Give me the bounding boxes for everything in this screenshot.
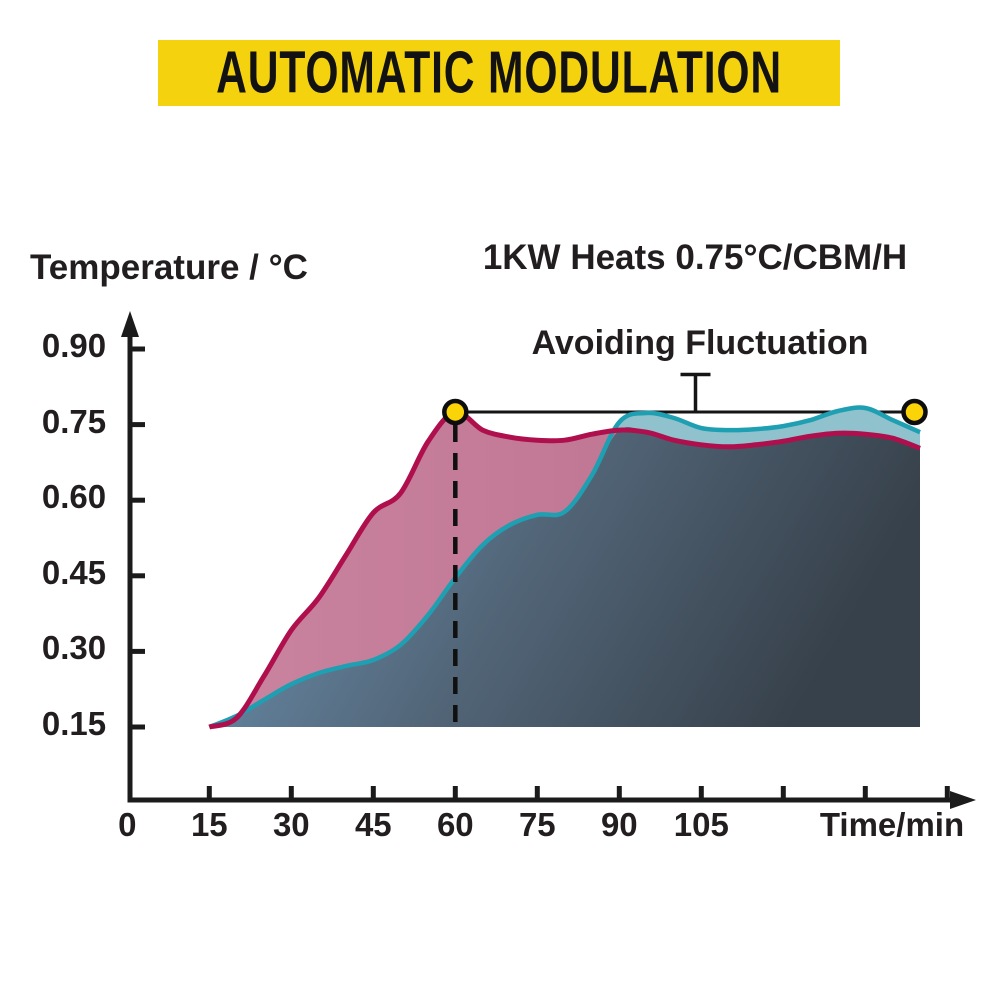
y-tick-label: 0.30 <box>41 629 107 667</box>
header-banner: AUTOMATIC MODULATION <box>158 40 840 106</box>
x-axis-arrow <box>950 791 976 809</box>
chart-title: 1KW Heats 0.75°C/CBM/H <box>482 238 908 277</box>
x-tick-label: 15 <box>190 806 228 843</box>
x-tick-label: 105 <box>673 806 729 843</box>
y-axis-title: Temperature / °C <box>30 248 308 287</box>
marker-dot <box>442 398 469 426</box>
x-tick-label: 60 <box>436 806 474 843</box>
y-tick-label: 0.60 <box>41 478 107 516</box>
x-tick-label: 45 <box>354 806 392 843</box>
modulated-curve <box>208 405 921 730</box>
x-axis-title: Time/min <box>819 806 965 843</box>
y-tick-label: 0.45 <box>41 553 107 591</box>
banner-title: AUTOMATIC MODULATION <box>216 39 782 107</box>
overlap-area-fill <box>209 427 921 727</box>
y-axis-arrow <box>121 311 139 337</box>
marker-dot <box>901 398 928 426</box>
annotation-label: Avoiding Fluctuation <box>531 324 869 362</box>
y-tick-label: 0.75 <box>41 402 107 440</box>
x-tick-label: 75 <box>518 806 556 843</box>
y-tick-label: 0.15 <box>41 705 107 742</box>
x-tick-label: 30 <box>272 806 310 843</box>
x-tick-label: 0 <box>118 806 137 843</box>
x-tick-label: 90 <box>600 806 638 843</box>
y-tick-label: 0.90 <box>41 327 107 364</box>
rapid-curve <box>208 409 921 730</box>
